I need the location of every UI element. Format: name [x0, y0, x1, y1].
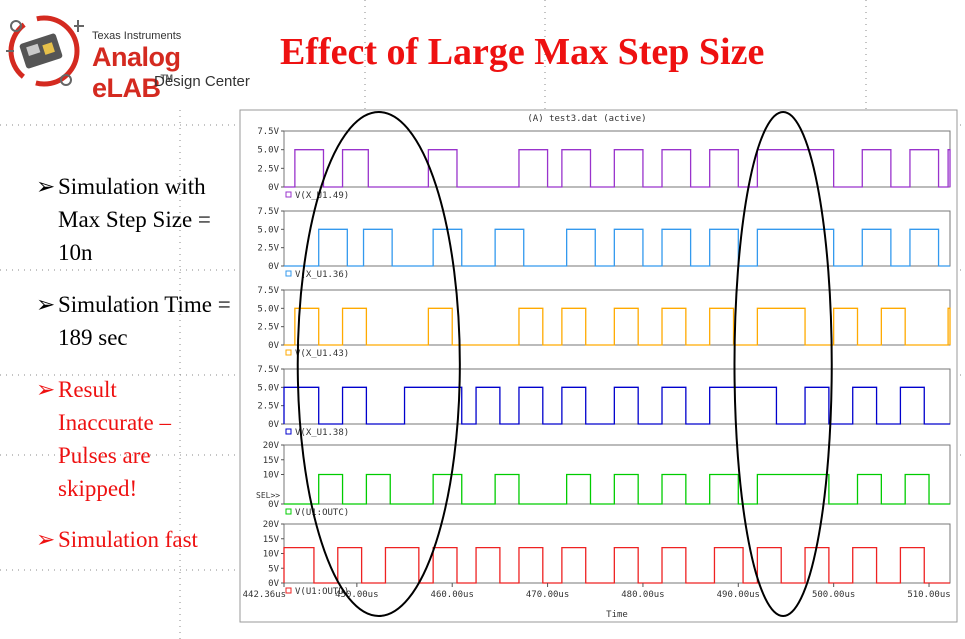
- circuit-board-icon: [6, 15, 84, 87]
- x-tick-label: 442.36us: [243, 590, 286, 600]
- x-tick-label: 480.00us: [621, 590, 664, 600]
- bullet-arrow-icon: ➢: [36, 377, 56, 402]
- y-tick-label: 5V: [268, 564, 279, 574]
- bullet-arrow-icon: ➢: [36, 174, 56, 199]
- bullet-3: ➢ Result Inaccurate – Pulses are skipped…: [36, 373, 206, 505]
- y-tick-label: 0V: [268, 500, 279, 510]
- logo-subtitle: Design Center: [154, 73, 250, 90]
- bullet-text: Simulation Time = 189 sec: [58, 292, 231, 350]
- y-tick-label: 5.0V: [257, 146, 279, 156]
- x-tick-label: 460.00us: [431, 590, 474, 600]
- logo-name: Analog eLABTM: [92, 42, 181, 103]
- y-tick-label: 10V: [263, 550, 280, 560]
- trace-legend-label[interactable]: V(U1:OUTD): [295, 587, 349, 597]
- y-tick-label: 7.5V: [257, 127, 279, 137]
- highlight-ellipse: [733, 111, 833, 617]
- y-tick-label: 0V: [268, 341, 279, 351]
- waveform-v-u1-outd-: [283, 546, 950, 584]
- legend-marker-icon: [285, 428, 292, 435]
- waveform-v-x-u1-38-: [283, 386, 950, 425]
- y-tick-label: 7.5V: [257, 207, 279, 217]
- y-tick-label: 2.5V: [257, 164, 279, 174]
- y-tick-label: 0V: [268, 262, 279, 272]
- y-tick-label: 2.5V: [257, 323, 279, 333]
- bullet-arrow-icon: ➢: [36, 292, 56, 317]
- x-tick-label: 500.00us: [812, 590, 855, 600]
- y-tick-label: 0V: [268, 420, 279, 430]
- y-tick-label: 5.0V: [257, 383, 279, 393]
- legend-marker-icon: [285, 508, 292, 515]
- legend-marker-icon: [285, 191, 292, 198]
- y-tick-label: 15V: [263, 535, 280, 545]
- analog-elab-logo: Texas Instruments Analog eLABTM Design C…: [4, 6, 266, 103]
- trace-legend-label[interactable]: V(X_U1.49): [295, 191, 349, 201]
- x-tick-label: 470.00us: [526, 590, 569, 600]
- bullet-4: ➢ Simulation fast: [36, 523, 236, 556]
- y-tick-label: 7.5V: [257, 286, 279, 296]
- bullet-arrow-icon: ➢: [36, 527, 56, 552]
- bullet-text: Simulation with Max Step Size = 10n: [58, 174, 211, 265]
- y-tick-label: 10V: [263, 471, 280, 481]
- y-tick-label: 20V: [263, 520, 280, 530]
- legend-marker-icon: [285, 587, 292, 594]
- y-tick-label: 0V: [268, 579, 279, 589]
- trace-legend-label[interactable]: V(U1:OUTC): [295, 508, 349, 518]
- y-tick-label: 2.5V: [257, 244, 279, 254]
- x-tick-label: 490.00us: [717, 590, 760, 600]
- x-axis-title: Time: [606, 610, 628, 620]
- legend-marker-icon: [285, 270, 292, 277]
- x-tick-label: 450.00us: [335, 590, 378, 600]
- y-tick-label: 0V: [268, 183, 279, 193]
- y-tick-label: 15V: [263, 456, 280, 466]
- waveform-v-x-u1-49-: [284, 149, 951, 188]
- trace-legend-label[interactable]: V(X_U1.43): [295, 349, 349, 359]
- waveform-v-x-u1-36-: [284, 228, 950, 267]
- trace-legend-label[interactable]: V(X_U1.36): [295, 270, 349, 280]
- y-tick-label: 7.5V: [257, 365, 279, 375]
- y-tick-label: 5.0V: [257, 304, 279, 314]
- bullet-1: ➢ Simulation with Max Step Size = 10n: [36, 170, 241, 269]
- trace-panel[interactable]: [283, 210, 951, 267]
- waveform-v-u1-outc-: [284, 473, 950, 505]
- x-tick-label: 510.00us: [907, 590, 950, 600]
- legend-marker-icon: [285, 349, 292, 356]
- y-tick-label: 2.5V: [257, 402, 279, 412]
- y-tick-label: 5.0V: [257, 225, 279, 235]
- bullet-2: ➢ Simulation Time = 189 sec: [36, 288, 236, 354]
- sel-marker: SEL>>: [256, 491, 280, 500]
- bullet-text: Result Inaccurate – Pulses are skipped!: [58, 377, 172, 501]
- plot-header: (A) test3.dat (active): [527, 114, 646, 124]
- bullet-text: Simulation fast: [58, 527, 198, 552]
- waveform-v-x-u1-43-: [284, 307, 951, 346]
- highlight-ellipse: [296, 111, 461, 617]
- y-tick-label: 20V: [263, 441, 280, 451]
- trace-legend-label[interactable]: V(X_U1.38): [295, 428, 349, 438]
- logo-company: Texas Instruments: [92, 30, 182, 42]
- plot-frame: [239, 109, 958, 623]
- slide-title: Effect of Large Max Step Size: [280, 31, 765, 73]
